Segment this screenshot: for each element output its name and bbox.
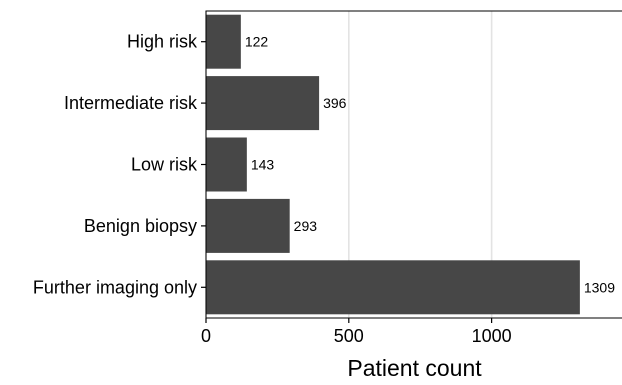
bar-value-label: 143: [251, 157, 275, 173]
bar-value-label: 122: [245, 34, 269, 50]
bar: [206, 14, 241, 69]
bar: [206, 260, 580, 315]
y-tick-label: Low risk: [131, 155, 198, 175]
y-tick-label: High risk: [127, 32, 198, 52]
y-tick-label: Intermediate risk: [64, 93, 198, 113]
bar: [206, 198, 290, 253]
bar: [206, 76, 320, 131]
bar-value-label: 396: [323, 95, 347, 111]
y-tick-label: Further imaging only: [33, 277, 197, 297]
x-tick-label: 1000: [472, 326, 512, 346]
y-tick-label: Benign biopsy: [84, 216, 197, 236]
bar: [206, 137, 247, 192]
y-axis-ticks: High risk Intermediate risk Low risk Benign…: [33, 32, 206, 297]
bar-value-label: 293: [294, 218, 318, 234]
x-tick-label: 500: [334, 326, 364, 346]
bars: 122 396 143 293 1309: [206, 14, 615, 315]
x-tick-label: 0: [201, 326, 211, 346]
x-axis-title: Patient count: [347, 355, 482, 380]
bar-value-label: 1309: [584, 279, 615, 295]
x-axis-ticks: 0 500 1000: [201, 318, 512, 346]
